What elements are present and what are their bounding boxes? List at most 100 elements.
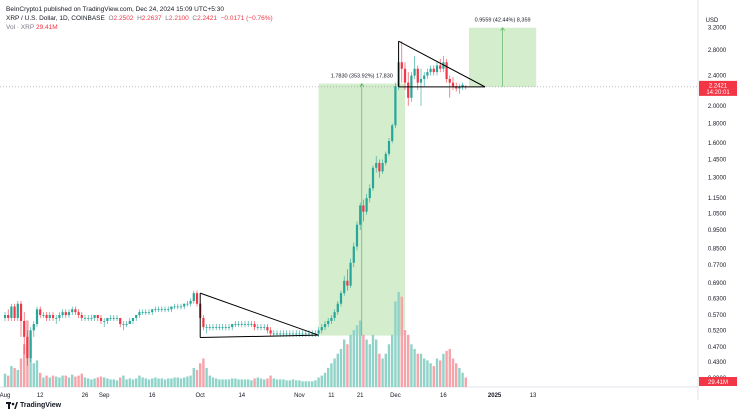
measure-arrowhead-2 <box>500 27 505 31</box>
candle-body <box>205 327 208 328</box>
candle-body <box>163 309 167 311</box>
x-tick-label: Nov <box>294 393 305 399</box>
volume-bar <box>323 372 327 387</box>
volume-bar <box>58 377 61 387</box>
x-tick-label: 21 <box>357 393 364 399</box>
candle-body <box>231 324 234 328</box>
candle-body <box>170 306 173 310</box>
candle-body <box>35 309 39 325</box>
volume-bar <box>346 344 349 387</box>
candle-body <box>189 301 192 304</box>
volume-bar <box>237 379 240 387</box>
volume-bar <box>160 378 163 387</box>
volume-bar <box>32 363 35 387</box>
y-tick-label: 1.6000 <box>708 141 727 147</box>
volume-bar <box>154 377 157 387</box>
candle-body <box>304 333 307 335</box>
x-tick-label: 16 <box>149 393 156 399</box>
volume-bar <box>317 377 320 387</box>
last-volume-label: 29.41M <box>708 380 728 386</box>
volume-bar <box>7 375 10 387</box>
y-tick-label: 0.6900 <box>708 281 727 287</box>
candle-body <box>327 320 330 325</box>
candle-body <box>387 141 391 154</box>
volume-bar <box>448 349 451 387</box>
volume-bar <box>211 377 215 387</box>
volume-bar <box>71 374 74 387</box>
volume-bar <box>362 334 365 387</box>
y-tick-label: 0.8500 <box>708 246 727 252</box>
volume-bar <box>39 372 42 387</box>
candle-body <box>80 315 83 318</box>
volume-bar <box>147 379 151 387</box>
candle-body <box>247 324 250 325</box>
volume-bar <box>170 378 173 387</box>
x-tick-label: 12 <box>37 393 44 399</box>
candle-body <box>307 333 311 335</box>
low-value: 2.2100 <box>168 15 189 22</box>
candle-body <box>74 309 77 313</box>
y-tick-label: 2.0000 <box>708 104 727 110</box>
volume-legend: Vol · XRP 29.41M <box>6 24 58 31</box>
candle-body <box>131 317 135 321</box>
candle-body <box>58 315 61 318</box>
candle-body <box>455 86 458 89</box>
volume-bar <box>291 379 295 387</box>
triangle-1-upper <box>200 292 319 336</box>
candle-body <box>394 86 397 126</box>
volume-bar <box>416 353 419 387</box>
candle-body <box>16 303 19 318</box>
candle-body <box>407 82 410 98</box>
candle-body <box>269 330 272 334</box>
candle-body <box>109 317 112 319</box>
candle-body <box>275 333 279 335</box>
volume-bar <box>157 378 160 387</box>
candle-body <box>461 84 464 88</box>
candle-body <box>263 327 266 328</box>
volume-bar <box>419 353 423 387</box>
volume-bar <box>125 379 128 387</box>
candle-body <box>384 153 387 163</box>
volume-bar <box>109 379 112 387</box>
candle-body <box>218 327 221 328</box>
candle-body <box>426 72 429 76</box>
volume-bar <box>285 380 288 387</box>
volume-bar <box>336 353 339 387</box>
volume-bar <box>333 358 336 387</box>
open-value: 2.2502 <box>113 15 134 22</box>
volume-bar <box>64 375 67 387</box>
candle-body <box>106 317 109 321</box>
volume-bar <box>42 377 45 387</box>
candle-body <box>39 309 42 316</box>
candle-body <box>320 327 323 331</box>
candle-body <box>45 315 48 318</box>
volume-bar <box>330 363 333 387</box>
volume-bar <box>407 334 410 387</box>
volume-bar <box>327 368 330 387</box>
candle-body <box>311 333 314 335</box>
candle-body <box>227 327 231 328</box>
volume-bar <box>275 379 279 387</box>
volume-bar <box>45 375 48 387</box>
volume-bar <box>250 380 253 387</box>
volume-bar <box>93 378 96 387</box>
volume-bar <box>378 353 381 387</box>
x-tick-label: Dec <box>390 393 401 399</box>
volume-bar <box>279 379 282 387</box>
volume-bar <box>221 379 224 387</box>
y-tick-label: 0.6300 <box>708 296 727 302</box>
volume-bar <box>400 296 403 387</box>
volume-bar <box>269 375 272 387</box>
candle-body <box>323 324 327 328</box>
candle-body <box>285 333 288 335</box>
volume-bar <box>384 353 387 387</box>
candle-body <box>413 68 416 76</box>
ohlc-legend: XRP / U.S. Dollar, 1D, COINBASE O2.2502 … <box>6 15 273 22</box>
y-tick-label: 1.8000 <box>708 121 727 127</box>
tradingview-logo[interactable]: TradingView <box>6 402 61 409</box>
volume-bar <box>135 378 138 387</box>
change-value: −0.0171 (−0.76%) <box>220 15 273 22</box>
candle-body <box>295 333 298 335</box>
